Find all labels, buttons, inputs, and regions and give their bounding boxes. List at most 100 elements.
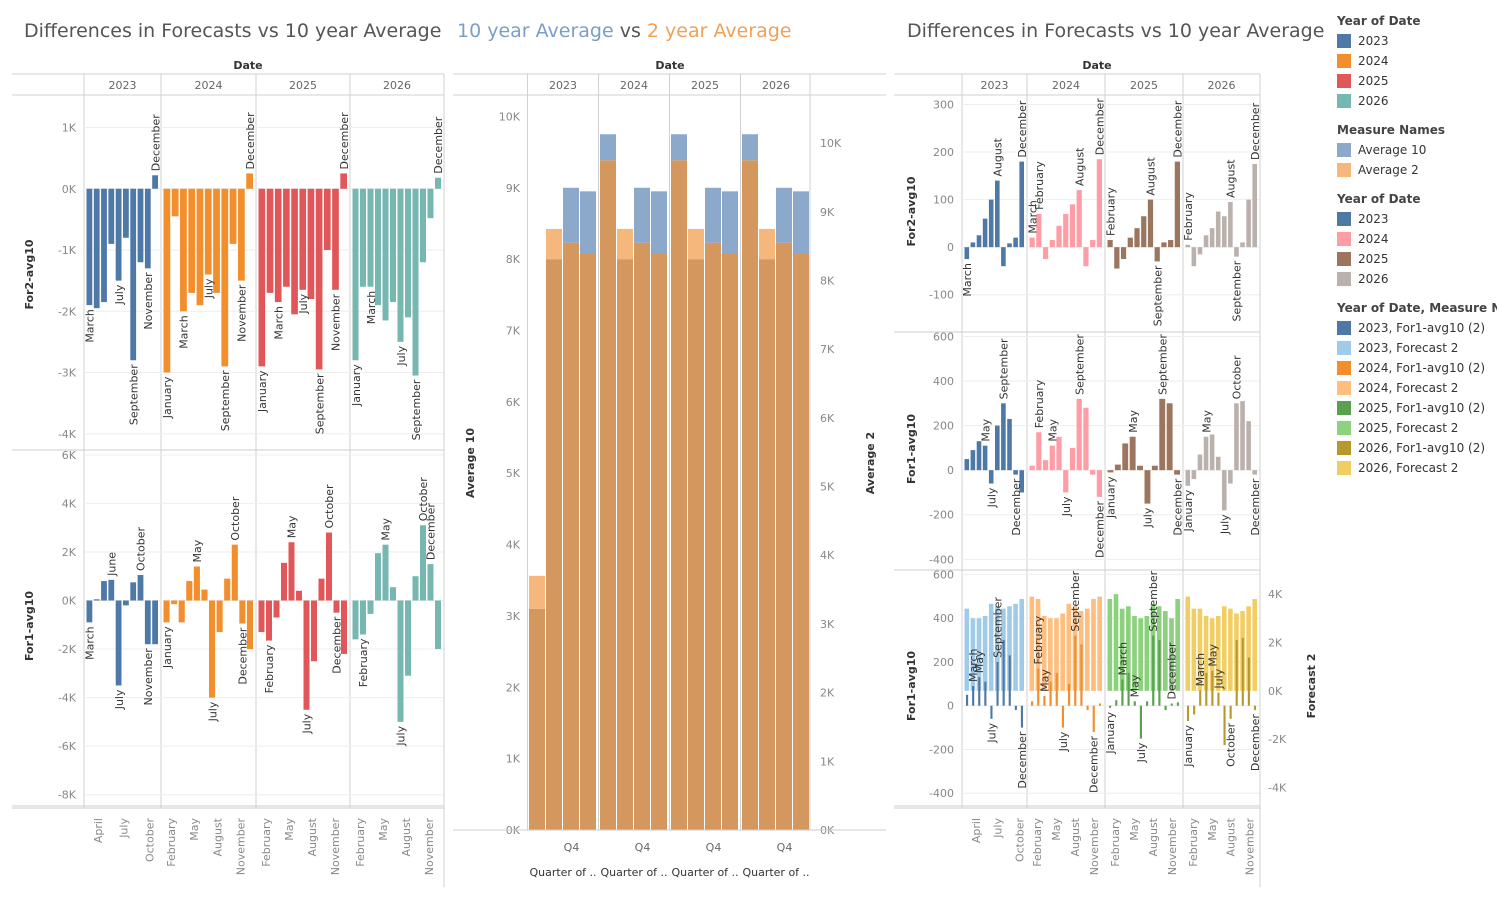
- bar: [1042, 247, 1049, 260]
- bar: [341, 600, 347, 654]
- bar-label: July: [1142, 507, 1155, 528]
- bar-label: September: [1151, 265, 1164, 326]
- right-chart-title: Differences in Forecasts vs 10 year Aver…: [907, 20, 1325, 42]
- legend-item[interactable]: 2026, For1-avg10 (2): [1337, 438, 1497, 458]
- bar: [1068, 683, 1071, 706]
- bar: [1014, 705, 1017, 711]
- bar: [1241, 637, 1244, 706]
- legend-item[interactable]: 2023, Forecast 2: [1337, 338, 1497, 358]
- bar-label: October: [229, 496, 242, 540]
- x-month-label: November: [1166, 818, 1179, 876]
- y-tick-label: 4K: [506, 539, 521, 552]
- y-tick-label: -4K: [58, 428, 77, 441]
- bar: [1001, 247, 1006, 267]
- bar: [1115, 700, 1118, 706]
- y-tick-label: -2K: [58, 643, 77, 656]
- y-tick-label: -4K: [58, 692, 77, 705]
- bar: [1228, 470, 1233, 484]
- legend-year-of-date[interactable]: Year of Date 2023 2024 2025 2026: [1337, 14, 1497, 111]
- x-month-label: October: [143, 818, 156, 862]
- legend-item[interactable]: 2025: [1337, 71, 1497, 91]
- bar-label: March: [1194, 653, 1207, 687]
- y-tick-label: 600: [933, 330, 954, 343]
- bar-label: February: [263, 644, 276, 693]
- quarter-header: Quarter of ..: [671, 866, 738, 879]
- legend-measure-names[interactable]: Measure Names Average 10 Average 2: [1337, 123, 1497, 180]
- bar-label: December: [1016, 731, 1029, 789]
- legend-item[interactable]: 2024, For1-avg10 (2): [1337, 358, 1497, 378]
- legend-label: 2024: [1358, 232, 1389, 246]
- bar: [427, 188, 434, 219]
- bar: [266, 600, 272, 641]
- legend-swatch: [1337, 74, 1351, 88]
- overlap-bar: [600, 160, 616, 830]
- bar: [258, 188, 266, 367]
- forecast-bar: [1197, 608, 1203, 691]
- legend-swatch: [1337, 461, 1351, 475]
- bar: [288, 542, 295, 601]
- legend-item[interactable]: 2025, For1-avg10 (2): [1337, 398, 1497, 418]
- legend-title: Measure Names: [1337, 123, 1446, 137]
- legend-item[interactable]: 2024: [1337, 51, 1497, 71]
- legend-item[interactable]: 2026, Forecast 2: [1337, 458, 1497, 478]
- legend-item[interactable]: 2023: [1337, 209, 1497, 229]
- year-header: 2025: [1130, 79, 1158, 92]
- forecast-bar: [1215, 615, 1221, 691]
- year-header: 2023: [549, 79, 577, 92]
- x-month-label: May: [377, 818, 390, 841]
- bar: [93, 188, 100, 309]
- y-tick-label: 0: [947, 700, 954, 713]
- year-header: 2026: [383, 79, 411, 92]
- bar: [965, 694, 969, 706]
- y-right-tick-label: 7K: [820, 343, 835, 356]
- bar: [1049, 240, 1055, 248]
- year-header: 2024: [1052, 79, 1080, 92]
- legend-year-measure[interactable]: Year of Date, Measure Na.. 2023, For1-av…: [1337, 301, 1497, 478]
- bar-label: December: [1249, 478, 1262, 536]
- legend-item[interactable]: Average 2: [1337, 160, 1497, 180]
- legend-item[interactable]: 2024: [1337, 229, 1497, 249]
- y-tick-label: -100: [929, 289, 954, 302]
- legend-item[interactable]: Average 10: [1337, 140, 1497, 160]
- y-right-tick-label: 4K: [1268, 588, 1283, 601]
- x-month-label: May: [1050, 818, 1063, 841]
- bar: [352, 188, 359, 361]
- bar: [86, 188, 93, 306]
- legend-item[interactable]: 2026: [1337, 91, 1497, 111]
- y-tick-label: -400: [929, 553, 954, 566]
- bar-label: December: [1166, 642, 1179, 700]
- bar: [397, 188, 404, 342]
- average-2-bar: [759, 228, 775, 260]
- legend-item[interactable]: 2023, For1-avg10 (2): [1337, 318, 1497, 338]
- bar: [1247, 657, 1250, 706]
- bar-label: November: [236, 284, 249, 342]
- bar-label: March: [365, 291, 378, 325]
- legend-item[interactable]: 2025: [1337, 249, 1497, 269]
- bar-label: March: [961, 263, 974, 297]
- bar-label: October: [1231, 355, 1244, 399]
- bar: [340, 173, 347, 189]
- average-10-bar: [793, 191, 809, 253]
- forecast-bar: [1085, 608, 1090, 691]
- bar-label: July: [985, 722, 998, 743]
- bar-label: March: [178, 315, 191, 349]
- legend-item[interactable]: 2026: [1337, 269, 1497, 289]
- bar: [360, 188, 366, 287]
- bar: [123, 188, 129, 238]
- legend-swatch: [1337, 272, 1351, 286]
- legend-item[interactable]: 2023: [1337, 31, 1497, 51]
- bar: [1166, 403, 1173, 471]
- bar: [1001, 403, 1006, 471]
- bar: [1090, 240, 1096, 248]
- bar: [367, 600, 374, 614]
- legend-year-of-date-2[interactable]: Year of Date 2023 2024 2025 2026: [1337, 192, 1497, 289]
- bar: [1061, 705, 1064, 728]
- legend-item[interactable]: 2024, Forecast 2: [1337, 378, 1497, 398]
- bar-label: September: [1073, 334, 1086, 395]
- middle-chart-title: 10 year Average vs 2 year Average: [457, 20, 791, 42]
- bar-label: December: [1088, 735, 1101, 793]
- bar: [1107, 470, 1114, 473]
- bar: [1168, 240, 1174, 248]
- legend-label: 2023: [1358, 34, 1389, 48]
- legend-item[interactable]: 2025, Forecast 2: [1337, 418, 1497, 438]
